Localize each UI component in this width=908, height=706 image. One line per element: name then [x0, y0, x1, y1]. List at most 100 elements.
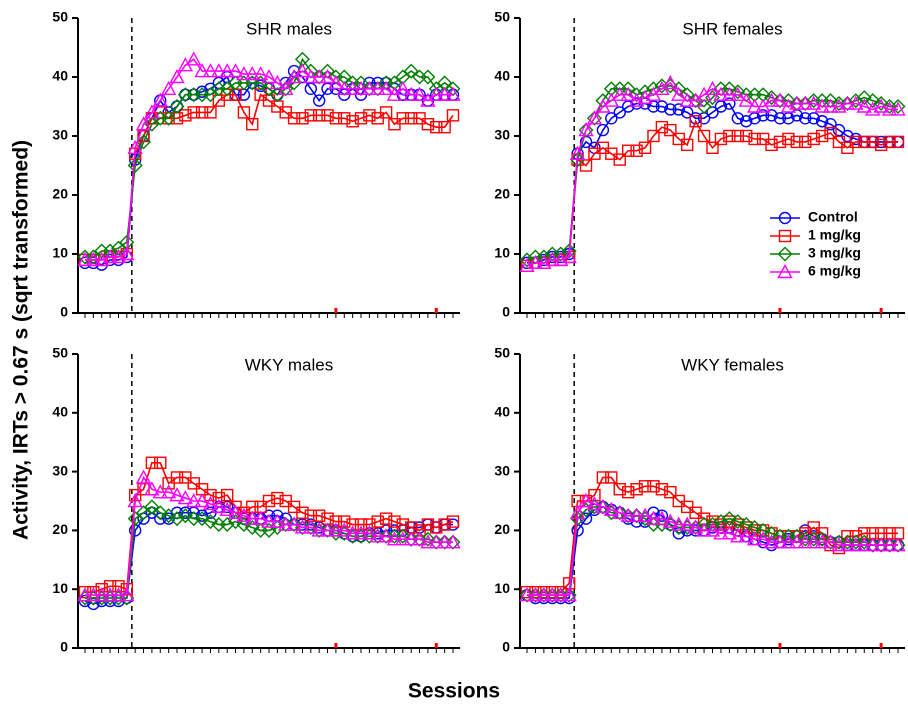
data-point [202, 87, 218, 103]
data-point [748, 112, 761, 125]
data-point [814, 98, 830, 113]
data-point [438, 518, 451, 531]
data-point [304, 109, 318, 122]
data-point [278, 80, 294, 96]
legend-label: 1 mg/kg [808, 227, 861, 243]
data-point [738, 92, 754, 107]
data-point [647, 129, 660, 143]
data-point [721, 511, 737, 527]
data-point [831, 537, 847, 552]
y-tick-label: 0 [502, 304, 510, 320]
data-point [848, 537, 864, 552]
data-point [194, 493, 210, 508]
data-point [312, 509, 326, 522]
legend-swatch-marker [778, 211, 792, 225]
data-point [421, 518, 435, 531]
data-point [799, 112, 812, 125]
data-point [544, 587, 560, 602]
data-point [662, 74, 679, 90]
data-point [202, 514, 218, 530]
data-point [570, 511, 586, 527]
data-point [135, 469, 152, 484]
data-point [363, 109, 376, 122]
data-point [144, 116, 160, 132]
y-tick-label: 0 [60, 304, 68, 320]
data-point [595, 498, 611, 514]
data-point [162, 512, 175, 525]
data-point [85, 251, 102, 267]
data-point [586, 110, 603, 125]
data-point [696, 99, 712, 114]
y-tick-label: 30 [52, 127, 68, 143]
data-point [814, 531, 830, 547]
y-tick-label: 30 [494, 462, 510, 478]
y-tick-label: 50 [494, 9, 510, 25]
data-point [136, 505, 152, 521]
data-point [428, 534, 444, 549]
data-point [655, 509, 669, 522]
data-point [613, 483, 626, 496]
y-tick-label: 10 [494, 580, 510, 596]
data-point [353, 525, 369, 540]
data-point [388, 515, 401, 528]
data-point [127, 139, 143, 155]
data-point [269, 87, 285, 103]
data-point [579, 159, 593, 172]
data-point [319, 69, 336, 84]
data-point [706, 106, 719, 119]
data-point [420, 531, 436, 547]
data-point [881, 101, 898, 116]
data-point [553, 587, 569, 602]
y-tick-label: 50 [494, 345, 510, 361]
data-point [569, 145, 586, 160]
data-point [629, 508, 645, 524]
data-point [244, 66, 260, 81]
data-point [420, 534, 436, 549]
data-point [638, 480, 652, 493]
data-point [179, 506, 192, 519]
data-point [244, 510, 260, 525]
data-point [569, 504, 586, 519]
data-point [177, 508, 193, 524]
data-point [723, 129, 736, 143]
data-point [212, 491, 226, 505]
y-tick-label: 40 [52, 68, 68, 84]
y-axis-label: Activity, IRTs > 0.67 s (sqrt transforme… [10, 140, 33, 540]
data-point [395, 531, 411, 546]
data-point [654, 510, 670, 525]
data-point [370, 80, 386, 96]
data-point [756, 109, 770, 122]
data-point [161, 508, 177, 524]
data-point [704, 522, 721, 537]
data-point [748, 524, 761, 537]
data-point [765, 138, 778, 152]
data-point [144, 104, 160, 119]
data-point [620, 507, 636, 522]
data-point [311, 69, 327, 84]
data-point [219, 517, 235, 533]
y-tick-label: 10 [494, 245, 510, 261]
data-point [446, 109, 460, 122]
data-point [312, 94, 326, 107]
data-point [839, 96, 855, 112]
data-point [797, 95, 813, 110]
data-point [261, 522, 277, 538]
data-point [312, 109, 326, 122]
y-tick-label: 0 [60, 639, 68, 655]
data-point [815, 129, 829, 143]
data-point [679, 92, 695, 107]
data-point [856, 90, 872, 106]
data-point [253, 75, 269, 91]
data-point [136, 134, 152, 150]
data-point [336, 522, 352, 537]
data-point [169, 99, 185, 114]
data-point [638, 141, 652, 155]
data-point [596, 471, 610, 484]
data-point [605, 471, 618, 484]
legend-label: 3 mg/kg [808, 245, 861, 261]
data-point [740, 129, 753, 143]
data-point [681, 106, 694, 119]
data-point [77, 251, 93, 267]
data-point [211, 498, 227, 514]
data-point [671, 516, 687, 531]
